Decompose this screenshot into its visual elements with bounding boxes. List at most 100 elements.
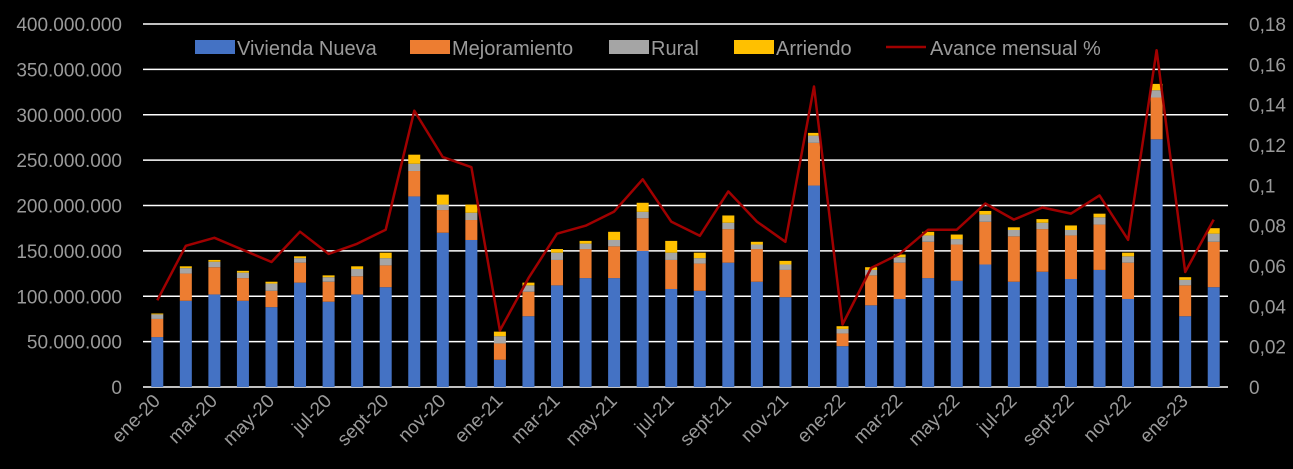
- bar-segment: [608, 278, 621, 387]
- bar-segment: [379, 252, 392, 259]
- bar-segment: [151, 313, 164, 315]
- bar-segment: [665, 288, 678, 387]
- bar-segment: [1150, 139, 1163, 387]
- bar-segment: [522, 316, 535, 387]
- bar-segment: [1007, 281, 1020, 387]
- bar-segment: [979, 264, 992, 387]
- y-left-tick-label: 200.000.000: [16, 197, 122, 218]
- bar-segment: [179, 273, 192, 301]
- bar-segment: [807, 132, 820, 136]
- bar-segment: [836, 326, 849, 329]
- legend-swatch: [609, 40, 649, 54]
- bar-segment: [807, 135, 820, 143]
- bar-segment: [465, 220, 478, 240]
- legend-label: Vivienda Nueva: [237, 38, 378, 60]
- bar-segment: [522, 285, 535, 292]
- bar-segment: [551, 259, 564, 286]
- bar-segment: [1150, 90, 1163, 98]
- bar-segment: [265, 307, 278, 387]
- left-axis: 0 50.000.000 100.000.000 150.000.000 200.000…: [16, 15, 122, 399]
- bar-segment: [922, 241, 935, 279]
- bar-segment: [1036, 271, 1049, 387]
- bar-segment: [1036, 229, 1049, 272]
- bar-segment: [893, 254, 906, 258]
- legend-swatch: [410, 40, 450, 54]
- bar-segment: [1093, 217, 1106, 225]
- bar-segment: [1093, 224, 1106, 270]
- x-tick-label: sept-22: [1019, 391, 1079, 451]
- bar-segment: [151, 337, 164, 387]
- bar-segment: [379, 287, 392, 387]
- y-right-tick-label: 0,12: [1249, 136, 1286, 157]
- bar-segment: [1122, 262, 1135, 299]
- bar-segment: [579, 243, 592, 250]
- x-tick-label: nov-20: [394, 391, 450, 447]
- bar-segment: [522, 282, 535, 286]
- line-layer: [156, 48, 1215, 332]
- bar-segment: [1207, 228, 1220, 234]
- bar-segment: [465, 212, 478, 221]
- bar-segment: [551, 285, 564, 387]
- y-right-tick-label: 0,02: [1249, 338, 1286, 359]
- bar-segment: [1007, 236, 1020, 282]
- bar-segment: [636, 202, 649, 212]
- bar-segment: [1150, 97, 1163, 140]
- bar-segment: [750, 281, 763, 387]
- y-left-tick-label: 100.000.000: [16, 287, 122, 308]
- legend-label: Rural: [651, 38, 699, 60]
- bar-segment: [722, 262, 735, 387]
- x-tick-label: jul-22: [973, 391, 1021, 439]
- bar-segment: [779, 260, 792, 265]
- bar-segment: [693, 252, 706, 259]
- bar-segment: [665, 252, 678, 260]
- bar-segment: [1036, 222, 1049, 230]
- bar-segment: [979, 210, 992, 215]
- bar-segment: [1150, 83, 1163, 91]
- bar-segment: [922, 278, 935, 387]
- legend-swatch: [734, 40, 774, 54]
- bar-segment: [408, 196, 421, 387]
- bar-segment: [693, 263, 706, 291]
- y-left-tick-label: 350.000.000: [16, 60, 122, 81]
- bar-segment: [436, 210, 449, 233]
- bar-segment: [493, 336, 506, 344]
- bar-segment: [950, 280, 963, 387]
- bar-segment: [1179, 285, 1192, 317]
- bar-segment: [379, 258, 392, 266]
- bar-segment: [236, 278, 249, 301]
- bar-segment: [722, 229, 735, 263]
- bar-segment: [865, 305, 878, 387]
- y-right-tick-label: 0,1: [1249, 176, 1275, 197]
- bar-segment: [579, 249, 592, 279]
- y-left-tick-label: 0: [111, 378, 122, 399]
- bar-segment: [950, 234, 963, 240]
- bar-segment: [1122, 252, 1135, 257]
- bar-segment: [1007, 227, 1020, 231]
- bar-segment: [408, 154, 421, 164]
- x-tick-label: ene-23: [1136, 391, 1193, 448]
- x-tick-label: ene-21: [451, 391, 508, 448]
- bar-segment: [1064, 230, 1077, 236]
- bar-segment: [351, 294, 364, 387]
- x-tick-label: ene-22: [793, 391, 850, 448]
- bar-segment: [551, 249, 564, 253]
- bar-segment: [1179, 279, 1192, 286]
- x-tick-label: sept-21: [676, 391, 736, 451]
- bar-segment: [836, 333, 849, 347]
- bar-segment: [236, 300, 249, 387]
- x-tick-label: mar-21: [507, 391, 564, 448]
- bar-segment: [179, 268, 192, 274]
- x-tick-label: nov-22: [1080, 391, 1136, 447]
- y-left-tick-label: 400.000.000: [16, 15, 122, 36]
- x-tick-label: may-21: [562, 391, 622, 451]
- y-right-tick-label: 0,06: [1249, 257, 1286, 278]
- bar-segment: [779, 269, 792, 298]
- y-left-tick-label: 50.000.000: [27, 333, 122, 354]
- bar-segment: [836, 346, 849, 387]
- bar-segment: [893, 257, 906, 263]
- legend-label: Arriendo: [776, 38, 852, 60]
- y-left-tick-label: 250.000.000: [16, 151, 122, 172]
- bar-segment: [208, 259, 221, 262]
- bar-segment: [608, 231, 621, 240]
